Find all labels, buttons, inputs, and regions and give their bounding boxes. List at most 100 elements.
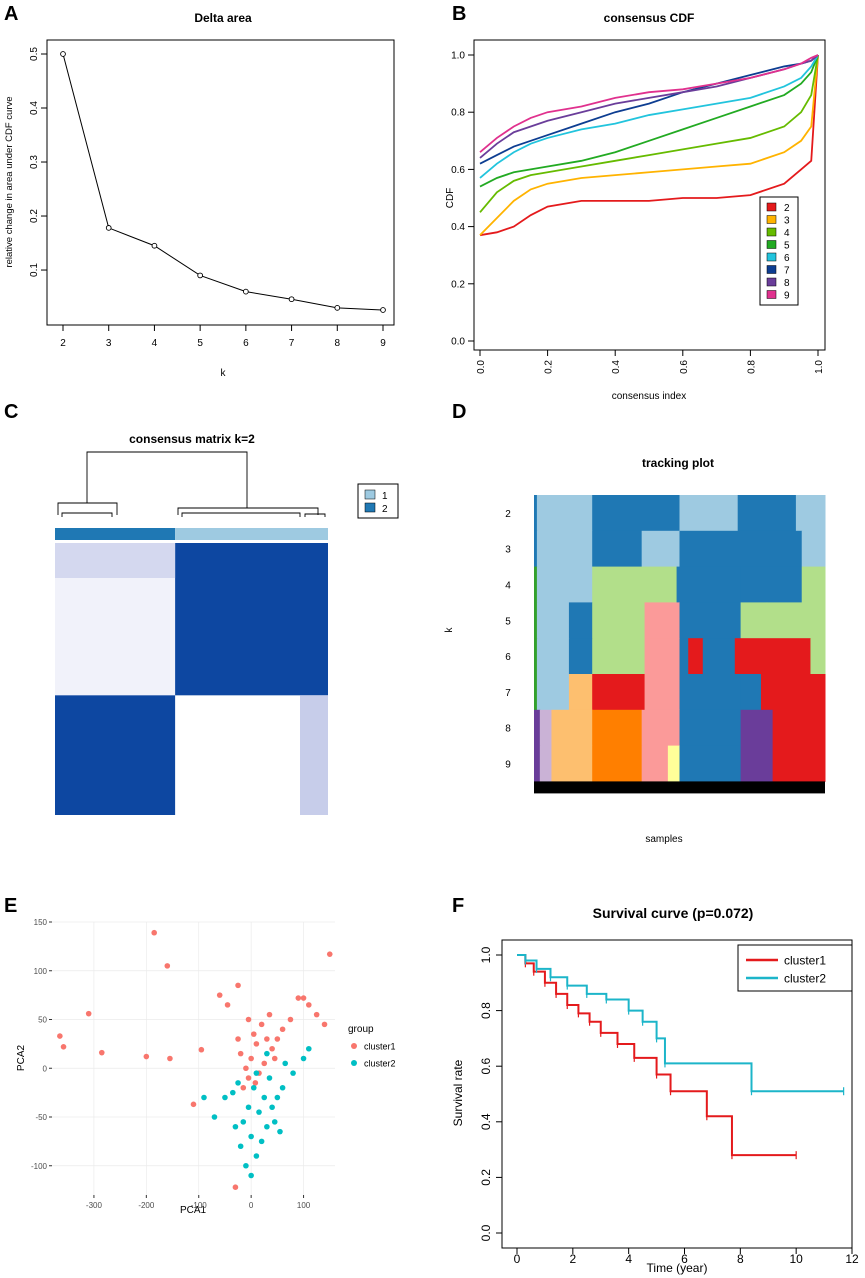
- legend-label: cluster1: [784, 954, 826, 968]
- tracking-cell: [740, 709, 774, 747]
- tracking-cell: [568, 674, 593, 711]
- x-tick-label: 2: [60, 338, 66, 349]
- tracking-cell: [772, 709, 826, 747]
- x-tick-label: 1.0: [814, 360, 825, 374]
- pca-point-cluster1: [287, 1016, 294, 1023]
- pca-point-cluster2: [282, 1060, 289, 1067]
- row-label: 6: [505, 652, 511, 663]
- tracking-cell: [679, 602, 742, 639]
- panel-b-plot-box: [473, 39, 826, 351]
- tracking-cell: [539, 745, 552, 782]
- x-tick-label: 0.8: [746, 360, 757, 374]
- x-tick-label: 0.2: [544, 360, 555, 374]
- row-label: 9: [505, 760, 511, 771]
- panel-e-legend-title: group: [348, 1024, 374, 1035]
- tracking-cell: [592, 674, 646, 711]
- tracking-cell: [592, 566, 643, 603]
- tracking-cell: [592, 602, 646, 639]
- x-tick-label: 4: [625, 1252, 632, 1266]
- x-tick-label: 0.6: [679, 360, 690, 374]
- legend-swatch: [766, 265, 777, 274]
- tracking-cell: [772, 745, 826, 782]
- x-tick-label: 4: [152, 338, 158, 349]
- y-tick-label: 0.2: [479, 1169, 493, 1186]
- pca-point-cluster1: [258, 1021, 265, 1028]
- pca-point-cluster1: [295, 995, 302, 1001]
- legend-swatch: [766, 202, 777, 212]
- legend-swatch: [364, 489, 376, 500]
- x-tick-label: 10: [789, 1252, 803, 1266]
- panel-label-d: D: [452, 401, 466, 423]
- panel-a-plot-box: [46, 39, 395, 326]
- pca-point-cluster2: [274, 1094, 281, 1101]
- legend-box: [737, 944, 853, 992]
- cdf-line-k4: [479, 54, 819, 213]
- y-tick-label: 0.8: [479, 1002, 493, 1019]
- pca-point-cluster2: [253, 1070, 260, 1076]
- pca-point-cluster2: [248, 1133, 254, 1140]
- y-tick-label: 0.6: [479, 1058, 493, 1075]
- panel-d-title: tracking plot: [642, 456, 714, 470]
- pca-point-cluster1: [98, 1049, 105, 1056]
- tracking-cell: [679, 674, 742, 711]
- legend-key: [351, 1043, 357, 1049]
- legend-label: 2: [784, 203, 790, 214]
- matrix-block-cluster2: [55, 695, 176, 815]
- legend-swatch: [766, 252, 777, 262]
- row-label: 4: [505, 581, 511, 592]
- pca-point-cluster1: [313, 1011, 320, 1018]
- panel-e-pca: PCA2 PCA1 group -300 -200 -100 0 100 -100 -50 0…: [16, 918, 396, 1216]
- panel-label-f: F: [452, 895, 464, 917]
- tracking-cell: [592, 495, 680, 532]
- cdf-line-k6: [479, 54, 819, 179]
- panel-e-ylabel: PCA2: [16, 1045, 27, 1072]
- x-tick-label: 6: [681, 1252, 688, 1266]
- tracking-cell: [536, 638, 570, 675]
- x-tick-label: 8: [737, 1252, 744, 1266]
- delta-area-line: [62, 53, 384, 311]
- cdf-line-k5: [479, 54, 819, 188]
- pca-point-cluster1: [266, 1011, 273, 1018]
- pca-point-cluster2: [266, 1075, 273, 1081]
- cluster-bar-2: [55, 528, 176, 540]
- matrix-fringe: [300, 695, 328, 815]
- tracking-cell: [702, 638, 736, 675]
- pca-point-cluster1: [240, 1084, 247, 1091]
- data-point: [380, 307, 386, 313]
- y-tick-label: 100: [34, 967, 48, 976]
- pca-point-cluster2: [250, 1084, 257, 1091]
- y-tick-label: 150: [34, 918, 48, 927]
- pca-point-cluster2: [264, 1050, 270, 1057]
- x-tick-label: 3: [106, 338, 112, 349]
- pca-point-cluster2: [235, 1080, 241, 1086]
- tracking-cell: [568, 602, 593, 639]
- matrix-block-cluster1: [175, 543, 328, 696]
- legend-label: 8: [784, 278, 790, 289]
- tracking-cell: [801, 530, 826, 568]
- data-point: [151, 242, 158, 249]
- tracking-cell: [676, 566, 742, 603]
- x-tick-label: -200: [138, 1201, 155, 1210]
- legend-swatch: [364, 502, 376, 513]
- dendrogram: [57, 451, 326, 517]
- x-tick-label: 5: [197, 338, 203, 349]
- pca-point-cluster2: [269, 1104, 275, 1111]
- row-label: 2: [505, 509, 511, 520]
- panel-f-title: Survival curve (p=0.072): [593, 905, 754, 921]
- cdf-line-k9: [479, 54, 819, 153]
- tracking-cell: [740, 674, 762, 711]
- pca-point-cluster2: [256, 1109, 262, 1115]
- pca-point-cluster2: [232, 1123, 239, 1130]
- panel-label-b: B: [452, 3, 466, 25]
- x-tick-label: 9: [380, 338, 386, 349]
- tracking-cell: [679, 709, 742, 747]
- pca-point-cluster1: [85, 1010, 92, 1017]
- pca-point-cluster2: [230, 1089, 236, 1096]
- pca-point-cluster2: [245, 1104, 252, 1111]
- panel-a-title: Delta area: [194, 11, 252, 25]
- tracking-cell: [534, 709, 541, 747]
- pca-point-cluster1: [190, 1101, 197, 1108]
- pca-point-cluster2: [290, 1070, 296, 1076]
- tracking-cell: [534, 530, 538, 568]
- pca-point-cluster1: [245, 1075, 252, 1081]
